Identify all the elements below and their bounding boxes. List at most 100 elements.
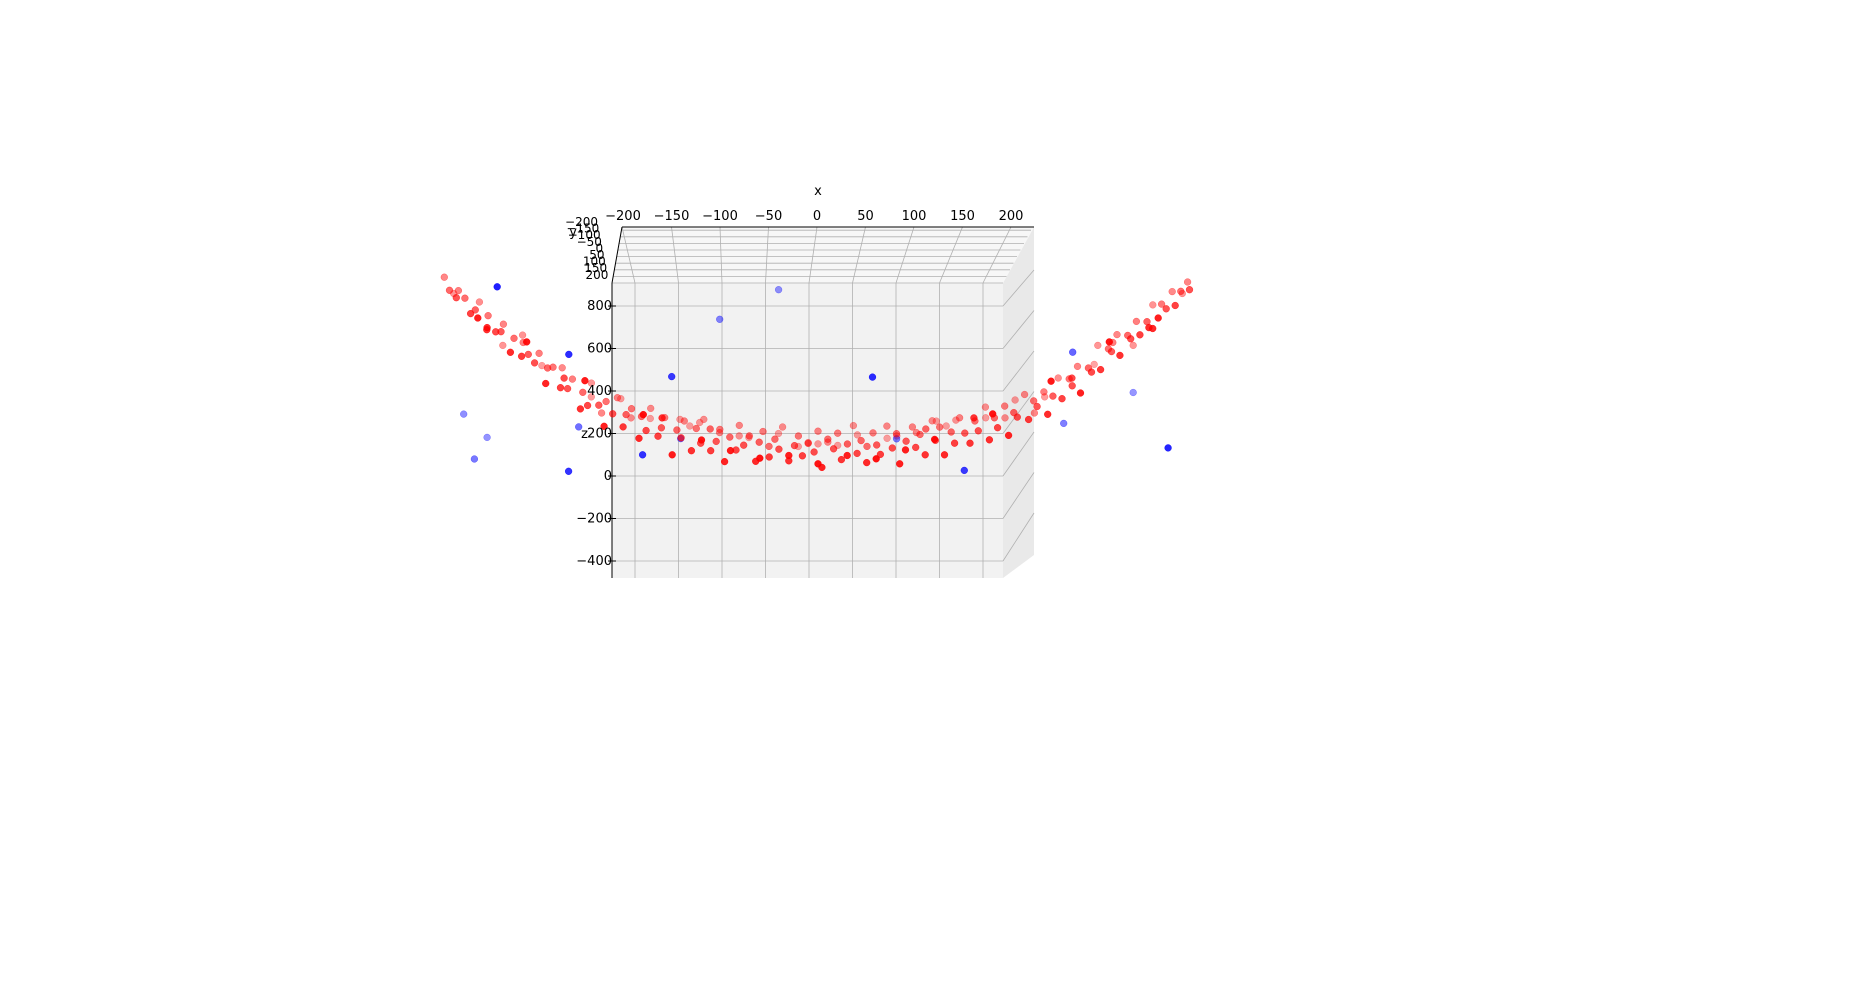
inlier-point: [790, 441, 799, 450]
inlier-point: [499, 341, 507, 350]
inlier-point: [1129, 341, 1137, 350]
inlier-point: [1001, 402, 1009, 410]
x-gridline-top: [719, 226, 723, 284]
inlier-point: [617, 395, 625, 403]
inlier-point: [587, 393, 595, 401]
inlier-point: [619, 423, 627, 431]
inlier-point: [1149, 324, 1157, 333]
inlier-point: [756, 454, 764, 462]
inlier-point: [896, 460, 904, 468]
inlier-point: [560, 374, 568, 382]
inlier-point: [687, 447, 696, 455]
inlier-point: [755, 438, 763, 446]
inlier-point: [581, 377, 589, 385]
inlier-point: [657, 424, 666, 432]
inlier-point: [863, 442, 871, 451]
inlier-point: [720, 457, 729, 466]
inlier-point: [499, 320, 508, 328]
y-tick-label: −200: [565, 215, 598, 229]
inlier-point: [961, 429, 969, 437]
inlier-point: [568, 375, 577, 383]
inlier-point: [597, 409, 606, 417]
inlier-point: [668, 451, 676, 459]
inlier-point: [700, 415, 708, 424]
z-gridline-side: [1002, 269, 1035, 307]
inlier-point: [970, 414, 978, 422]
inlier-point: [857, 436, 865, 445]
inlier-point: [1177, 287, 1185, 295]
inlier-point: [1049, 392, 1057, 400]
inlier-point: [843, 440, 852, 448]
inlier-point: [1183, 278, 1192, 286]
outlier-point: [565, 350, 573, 359]
inlier-point: [1076, 389, 1085, 397]
inlier-point: [1047, 377, 1055, 385]
inlier-point: [1001, 414, 1009, 422]
inlier-point: [543, 364, 552, 372]
y-tick-label: −50: [577, 235, 602, 249]
inlier-point: [535, 349, 543, 357]
inlier-point: [1087, 368, 1096, 376]
z-gridline-side: [1002, 391, 1035, 434]
y-axis-label: y: [569, 225, 577, 240]
z-axis-label: z: [581, 427, 588, 442]
inlier-point: [1004, 431, 1013, 440]
axis-lines: [608, 226, 1034, 578]
inlier-point: [600, 422, 608, 430]
inlier-point: [993, 424, 1002, 432]
inlier-point: [484, 312, 492, 320]
x-tick-label: −150: [654, 209, 690, 224]
inlier-point: [1073, 362, 1082, 371]
x-gridline-top: [852, 226, 866, 284]
x-tick-label: 0: [813, 209, 821, 224]
x-gridline-top: [982, 226, 1012, 284]
inlier-point: [785, 451, 793, 460]
inlier-point: [883, 422, 891, 430]
inlier-point: [869, 429, 877, 437]
inlier-point: [517, 352, 526, 360]
inlier-point: [686, 422, 694, 430]
inlier-point: [921, 451, 929, 459]
z-tick-label: 800: [587, 299, 612, 314]
inlier-point: [981, 403, 990, 411]
x-tick-label: −200: [605, 209, 641, 224]
inlier-point: [843, 451, 851, 460]
inlier-point: [950, 439, 959, 447]
outlier-point: [716, 315, 724, 323]
inlier-point: [908, 423, 917, 431]
inlier-point: [1149, 301, 1157, 309]
inlier-point: [445, 286, 454, 294]
y-tick-label: −100: [568, 228, 601, 242]
inlier-point: [440, 273, 448, 281]
inlier-point: [454, 286, 463, 295]
inlier-point: [745, 432, 753, 440]
inlier-point: [466, 309, 475, 318]
inlier-point: [646, 414, 654, 423]
inlier-point: [778, 423, 787, 431]
outlier-point: [774, 286, 783, 294]
back-pane: [612, 283, 1003, 578]
inlier-point: [609, 410, 617, 418]
z-gridline-side: [1002, 431, 1035, 477]
x-gridline-top: [939, 226, 963, 284]
inlier-point: [726, 446, 735, 455]
tick-labels: −200 −150 −100 −50 0 50 100 150 200−400−20002004…: [565, 209, 1023, 569]
y-tick-label: −150: [566, 222, 599, 236]
inlier-point: [680, 417, 688, 425]
inlier-point: [774, 429, 783, 438]
inlier-point: [1068, 382, 1076, 390]
inlier-point: [1168, 287, 1176, 296]
inlier-point: [558, 364, 566, 372]
outlier-point: [638, 451, 647, 459]
inlier-point: [834, 429, 842, 437]
inlier-point: [1132, 317, 1141, 326]
inlier-point: [989, 410, 997, 418]
inlier-point: [707, 447, 715, 455]
z-tick-label: 200: [587, 427, 612, 442]
inlier-point: [475, 298, 484, 306]
x-gridline-top: [765, 226, 769, 284]
inlier-point: [930, 435, 939, 444]
inlier-point: [982, 414, 990, 422]
z-tick-label: 400: [587, 384, 612, 399]
inlier-point: [1136, 331, 1144, 339]
